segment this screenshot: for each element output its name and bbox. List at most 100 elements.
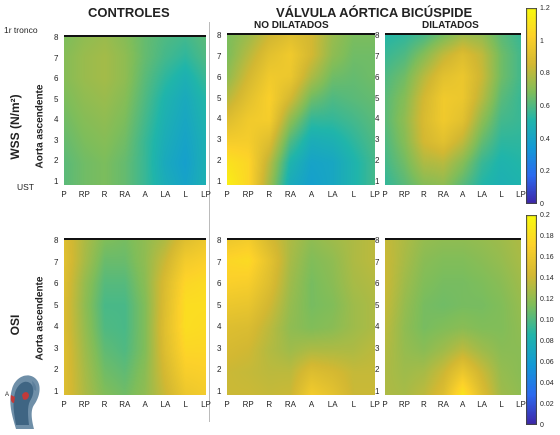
wss-controles-xtick: R <box>101 190 108 199</box>
wss-dilatados-panel <box>385 33 521 185</box>
wss-colorbar-tick: 1.2 <box>540 5 550 12</box>
osi-no-dilatados-ytick: 5 <box>217 300 222 310</box>
wss-colorbar <box>526 8 537 204</box>
osi-no-dilatados-xtick: RA <box>284 400 296 409</box>
osi-no-dilatados-ytick: 4 <box>217 322 222 332</box>
wss-controles-ytick: 1 <box>54 177 59 186</box>
osi-dilatados-ytick: 2 <box>375 365 380 375</box>
wss-colorbar-tick: 0.8 <box>540 70 550 78</box>
osi-no-dilatados-ytick: 6 <box>217 279 222 289</box>
wss-no-dilatados-xtick: LP <box>370 190 380 199</box>
osi-controles-ytick: 2 <box>54 365 59 375</box>
osi-colorbar-tick: 0.12 <box>540 296 554 303</box>
osi-colorbar-tick: 0.06 <box>540 359 554 366</box>
group-divider <box>209 22 210 422</box>
osi-no-dilatados-ytick: 7 <box>217 257 222 267</box>
bottom-marker: UST <box>17 182 34 192</box>
wss-no-dilatados-heatmap <box>227 33 375 185</box>
wss-controles-xtick: LA <box>160 190 171 199</box>
osi-controles-ytick: 8 <box>54 236 59 245</box>
wss-colorbar-tick: 0.2 <box>540 168 550 176</box>
wss-colorbar-tick: 1 <box>540 37 544 45</box>
wss-no-dilatados-ytick: 3 <box>217 135 222 145</box>
wss-no-dilatados-xtick: P <box>224 190 230 199</box>
wss-colorbar-tick: 0 <box>540 201 544 208</box>
osi-axis-label: Aorta ascendente <box>34 276 46 361</box>
osi-controles-xtick: LA <box>160 400 171 409</box>
osi-no-dilatados-ytick: 3 <box>217 343 222 353</box>
wss-no-dilatados-ytick: 5 <box>217 93 222 103</box>
osi-no-dilatados-xtick: RP <box>242 400 254 409</box>
osi-controles-heatmap <box>64 238 206 395</box>
wss-controles-xtick: LP <box>201 190 211 199</box>
wss-no-dilatados-ytick: 7 <box>217 51 222 61</box>
osi-no-dilatados-top-line <box>227 238 375 240</box>
osi-controles-ytick: 6 <box>54 279 59 289</box>
osi-row-label: OSI <box>8 314 22 336</box>
osi-colorbar <box>526 215 537 425</box>
osi-dilatados-xtick: RA <box>437 400 449 409</box>
wss-dilatados-ytick: 4 <box>375 114 380 124</box>
osi-no-dilatados-panel <box>227 238 375 395</box>
osi-colorbar-tick: 0 <box>540 422 544 429</box>
wss-dilatados-ytick: 5 <box>375 93 380 103</box>
osi-no-dilatados-xtick: LP <box>370 400 380 409</box>
aorta-model-icon: A <box>5 375 40 429</box>
osi-colorbar-tick: 0.16 <box>540 254 554 261</box>
osi-no-dilatados-ytick: 2 <box>217 365 222 375</box>
wss-controles-xtick: L <box>183 190 188 199</box>
wss-no-dilatados-ytick: 2 <box>217 156 222 166</box>
wss-dilatados-xtick: RA <box>437 190 449 199</box>
wss-dilatados-heatmap <box>385 33 521 185</box>
osi-dilatados-xtick: R <box>420 400 427 409</box>
osi-dilatados-panel <box>385 238 521 395</box>
wss-no-dilatados-ytick: 6 <box>217 72 222 82</box>
osi-colorbar-tick: 0.04 <box>540 380 554 387</box>
wss-dilatados-xtick: R <box>420 190 427 199</box>
wss-controles-ytick: 5 <box>54 94 59 104</box>
top-marker: 1r tronco <box>4 25 38 35</box>
wss-controles-ytick: 6 <box>54 74 59 84</box>
osi-no-dilatados-ytick: 8 <box>217 236 222 245</box>
osi-controles-ytick: 3 <box>54 343 59 353</box>
osi-dilatados-ytick: 7 <box>375 257 380 267</box>
wss-no-dilatados-xtick: RA <box>284 190 296 199</box>
osi-controles-xtick: R <box>101 400 108 409</box>
osi-dilatados-ytick: 4 <box>375 322 380 332</box>
wss-no-dilatados-top-line <box>227 33 375 35</box>
osi-dilatados-xtick: RP <box>398 400 410 409</box>
wss-dilatados-xtick: A <box>460 190 466 199</box>
wss-no-dilatados-ytick: 8 <box>217 31 222 40</box>
osi-controles-xtick: P <box>61 400 67 409</box>
wss-no-dilatados-xtick: LA <box>327 190 338 199</box>
header-bicuspid: VÁLVULA AÓRTICA BICÚSPIDE <box>276 5 473 20</box>
wss-dilatados-xtick: LP <box>516 190 526 199</box>
osi-controles-ytick: 5 <box>54 300 59 310</box>
header-controls: CONTROLES <box>88 5 170 20</box>
wss-dilatados-top-line <box>385 33 521 35</box>
osi-controles-xtick: RP <box>78 400 90 409</box>
wss-controles-ytick: 3 <box>54 135 59 145</box>
aorta-marker-a: A <box>5 392 9 398</box>
wss-no-dilatados-xtick: R <box>266 190 273 199</box>
osi-controles-ytick: 1 <box>54 387 59 396</box>
osi-dilatados-top-line <box>385 238 521 240</box>
wss-colorbar-tick: 0.4 <box>540 135 550 143</box>
wss-controles-ytick: 8 <box>54 33 59 42</box>
osi-no-dilatados-xtick: R <box>266 400 273 409</box>
wss-controles-ytick: 4 <box>54 115 59 125</box>
wss-dilatados-ytick: 6 <box>375 72 380 82</box>
wss-dilatados-ytick: 8 <box>375 31 380 40</box>
osi-dilatados-ytick: 8 <box>375 236 380 245</box>
osi-no-dilatados-xtick: L <box>351 400 357 409</box>
osi-dilatados-ytick: 5 <box>375 300 380 310</box>
wss-no-dilatados-xtick: L <box>351 190 357 199</box>
osi-controles-xtick: L <box>183 400 188 409</box>
osi-dilatados-xtick: L <box>499 400 504 409</box>
osi-controles-ytick: 4 <box>54 322 59 332</box>
wss-controles-ytick: 2 <box>54 156 59 166</box>
wss-controles-xtick: A <box>142 190 148 199</box>
wss-dilatados-xtick: RP <box>398 190 410 199</box>
wss-dilatados-xtick: L <box>499 190 504 199</box>
osi-dilatados-ytick: 6 <box>375 279 380 289</box>
